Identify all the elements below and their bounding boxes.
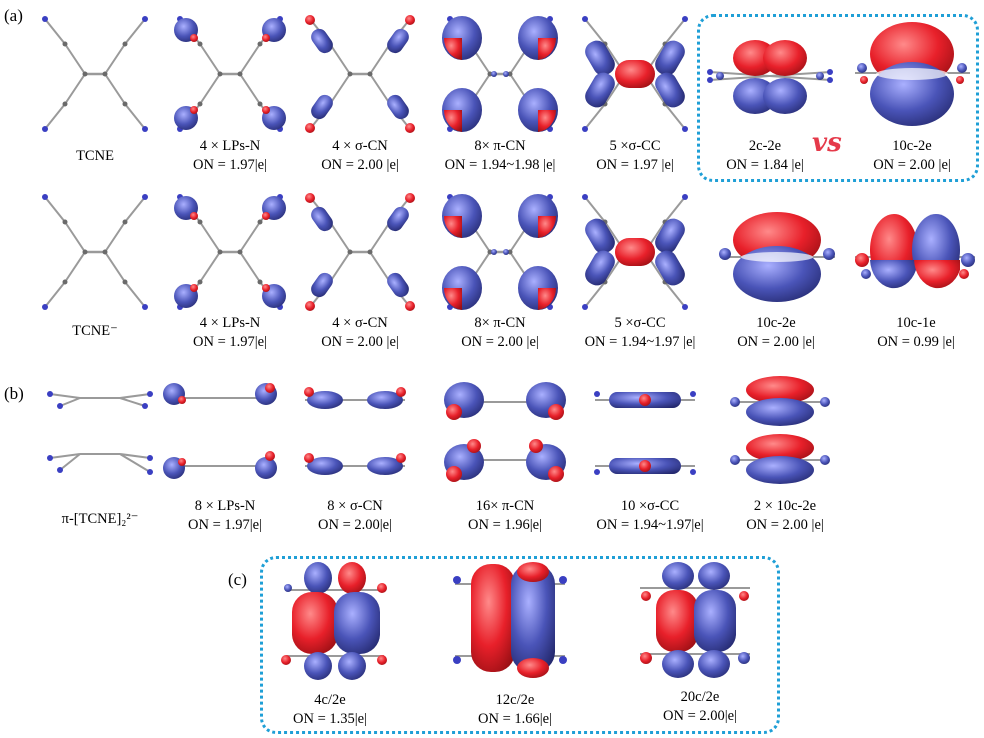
caption-sigma-cc-anion: 5 ×σ-CC ON = 1.94~1.97 |e| bbox=[584, 315, 696, 350]
caption-2c-2e: 2c-2e ON = 1.84 |e| bbox=[726, 138, 804, 173]
orbital-10c-2e-b bbox=[719, 212, 835, 302]
panel-label-c: (c) bbox=[228, 570, 247, 589]
caption-tcne-anion: TCNE⁻ bbox=[72, 323, 118, 339]
caption-10c-2e-a: 10c-2e ON = 2.00 |e| bbox=[873, 138, 951, 173]
orbital-sigma-cn bbox=[305, 14, 415, 134]
caption-sigma-cc: 5 ×σ-CC ON = 1.97 |e| bbox=[596, 138, 674, 173]
panel-label-b: (b) bbox=[4, 384, 24, 403]
caption-sigma-cn-dimer: 8 × σ-CN ON = 2.00|e| bbox=[318, 498, 392, 533]
caption-pi-cn-anion: 8× π-CN ON = 2.00 |e| bbox=[461, 315, 539, 350]
caption-dimer: π-[TCNE]₂²⁻ bbox=[61, 511, 139, 527]
dimer-structure bbox=[47, 391, 153, 475]
orbital-sigma-cn-dimer bbox=[304, 387, 406, 475]
orbital-pi-cn-dimer bbox=[444, 382, 566, 482]
orbital-lps-n-dimer bbox=[163, 383, 277, 479]
orbital-4c-2e bbox=[281, 562, 387, 680]
orbital-2c-2e bbox=[707, 40, 833, 114]
caption-10c-2e-b: 10c-2e ON = 2.00 |e| bbox=[737, 315, 815, 350]
caption-4c-2e: 4c/2e ON = 1.35|e| bbox=[293, 692, 367, 727]
caption-sigma-cc-dimer: 10 ×σ-CC ON = 1.94~1.97|e| bbox=[596, 498, 704, 533]
caption-lps-n-dimer: 8 × LPs-N ON = 1.97|e| bbox=[188, 498, 262, 533]
caption-pi-cn-dimer: 16× π-CN ON = 1.96|e| bbox=[468, 498, 542, 533]
orbital-sigma-cc bbox=[580, 14, 690, 134]
orbital-12c-2e bbox=[453, 562, 567, 678]
orbital-lps-n-anion bbox=[174, 192, 286, 312]
caption-sigma-cn-anion: 4 × σ-CN ON = 2.00 |e| bbox=[321, 315, 399, 350]
tcne-anion-structure bbox=[40, 192, 150, 312]
orbital-pi-cn-anion bbox=[442, 192, 558, 312]
orbital-10c-1e bbox=[855, 214, 975, 289]
caption-lps-n-anion: 4 × LPs-N ON = 1.97|e| bbox=[193, 315, 267, 350]
highlight-box-c bbox=[260, 556, 780, 734]
panel-label-a: (a) bbox=[4, 6, 23, 25]
orbital-lps-n bbox=[174, 14, 286, 134]
highlight-box-a bbox=[697, 14, 979, 182]
caption-20c-2e: 20c/2e ON = 2.00|e| bbox=[663, 689, 737, 724]
orbital-10c-2e-a bbox=[855, 22, 970, 126]
tcne-structure bbox=[40, 14, 150, 134]
caption-tcne: TCNE bbox=[76, 148, 114, 164]
orbital-pi-cn bbox=[442, 14, 558, 134]
orbital-20c-2e bbox=[640, 562, 750, 678]
orbital-sigma-cc-dimer bbox=[594, 391, 696, 475]
caption-10c-1e: 10c-1e ON = 0.99 |e| bbox=[877, 315, 955, 350]
caption-sigma-cn: 4 × σ-CN ON = 2.00 |e| bbox=[321, 138, 399, 173]
caption-lps-n: 4 × LPs-N ON = 1.97|e| bbox=[193, 138, 267, 173]
caption-pi-cn: 8× π-CN ON = 1.94~1.98 |e| bbox=[444, 138, 556, 173]
orbital-sigma-cc-anion bbox=[580, 192, 690, 312]
caption-2x10c-2e: 2 × 10c-2e ON = 2.00 |e| bbox=[746, 498, 824, 533]
orbital-2x10c-2e bbox=[730, 376, 830, 484]
caption-12c-2e: 12c/2e ON = 1.66|e| bbox=[478, 692, 552, 727]
vs-label: vs bbox=[812, 128, 842, 158]
orbital-sigma-cn-anion bbox=[305, 192, 415, 312]
